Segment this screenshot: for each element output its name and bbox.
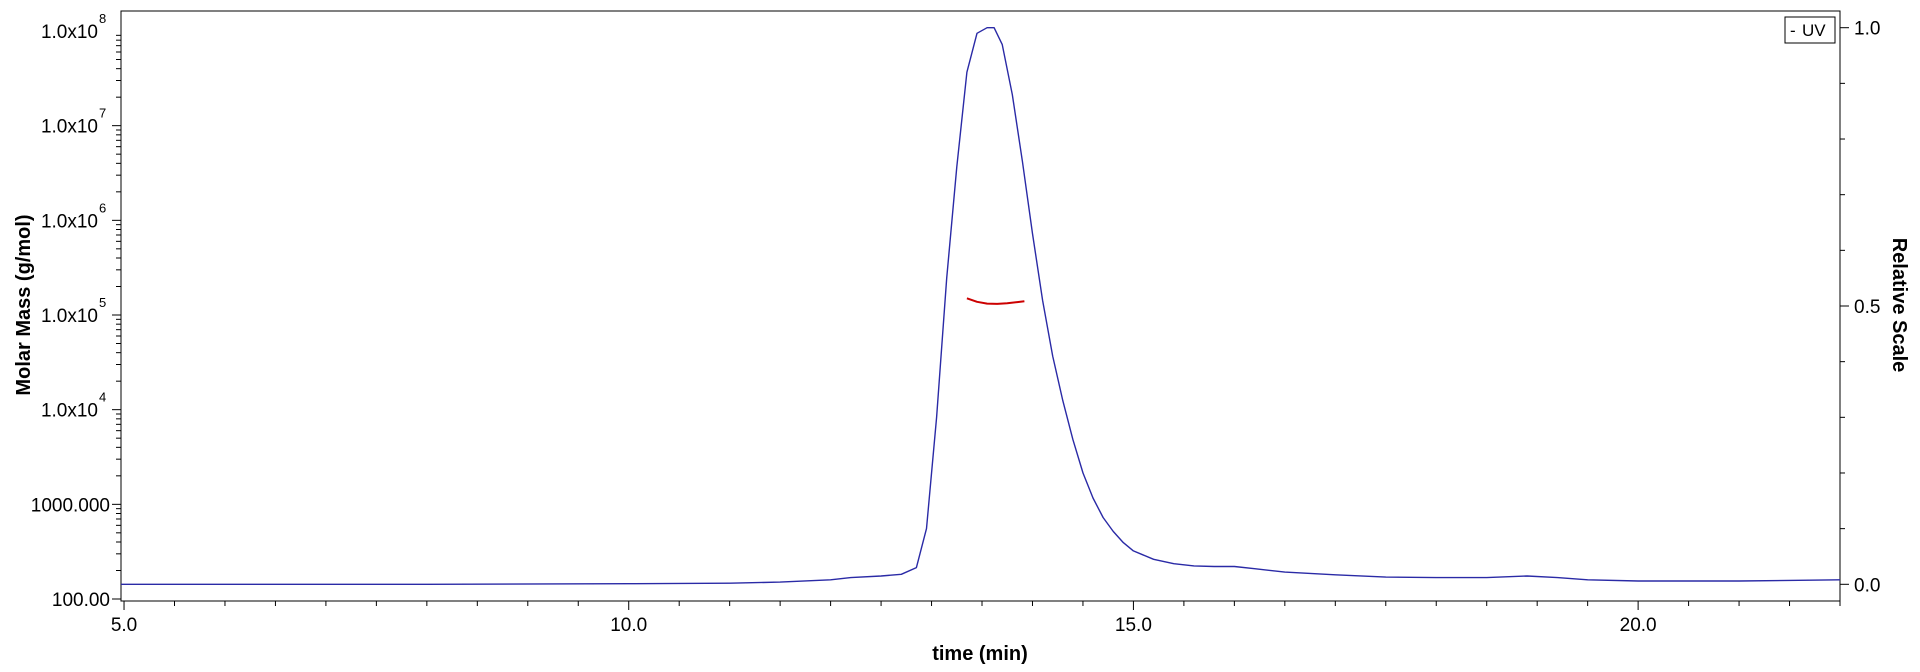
series-layer (121, 27, 1841, 585)
y-left-tick-exponent: 5 (99, 295, 106, 310)
y-left-tick-label: 1.0x10 (41, 306, 98, 327)
series-1-line (966, 297, 1025, 305)
legend: - UV (1784, 16, 1836, 44)
y-left-axis: 100.001000.0001.0x1041.0x1051.0x1061.0x1… (31, 11, 121, 611)
x-tick-label: 10.0 (610, 615, 647, 636)
plot-frame (120, 10, 1841, 602)
plot-area (120, 10, 1841, 602)
x-tick-label: 20.0 (1620, 615, 1657, 636)
legend-marker: - (1790, 21, 1796, 40)
x-axis: 5.0 10.0 15.0 20.0 (111, 601, 1841, 636)
y-right-tick-label: 1.0 (1854, 19, 1880, 40)
y-left-tick-exponent: 8 (99, 11, 106, 26)
y-left-axis-title: Molar Mass (g/mol) (13, 214, 35, 395)
y-right-axis: 0.0 0.5 1.0 (1840, 19, 1880, 596)
y-left-tick-label: 1.0x10 (41, 117, 98, 138)
x-tick-label: 15.0 (1115, 615, 1152, 636)
legend-box (1784, 16, 1836, 44)
y-left-tick-label: 1.0x10 (41, 211, 98, 232)
y-right-tick-label: 0.0 (1854, 575, 1880, 596)
x-axis-title: time (min) (932, 643, 1028, 665)
y-right-tick-label: 0.5 (1854, 297, 1880, 318)
y-left-tick-label: 1000.000 (31, 495, 110, 516)
legend-label-uv: UV (1802, 21, 1826, 40)
series-uv-line (121, 27, 1841, 585)
y-right-axis-title: Relative Scale (1888, 238, 1910, 373)
y-left-tick-label: 1.0x10 (41, 22, 98, 43)
y-left-tick-exponent: 4 (99, 390, 106, 405)
y-left-tick-label: 100.00 (52, 590, 110, 611)
y-left-tick-label: 1.0x10 (41, 401, 98, 422)
x-tick-label: 5.0 (111, 615, 137, 636)
y-left-tick-exponent: 7 (99, 106, 106, 121)
y-left-tick-exponent: 6 (99, 200, 106, 215)
